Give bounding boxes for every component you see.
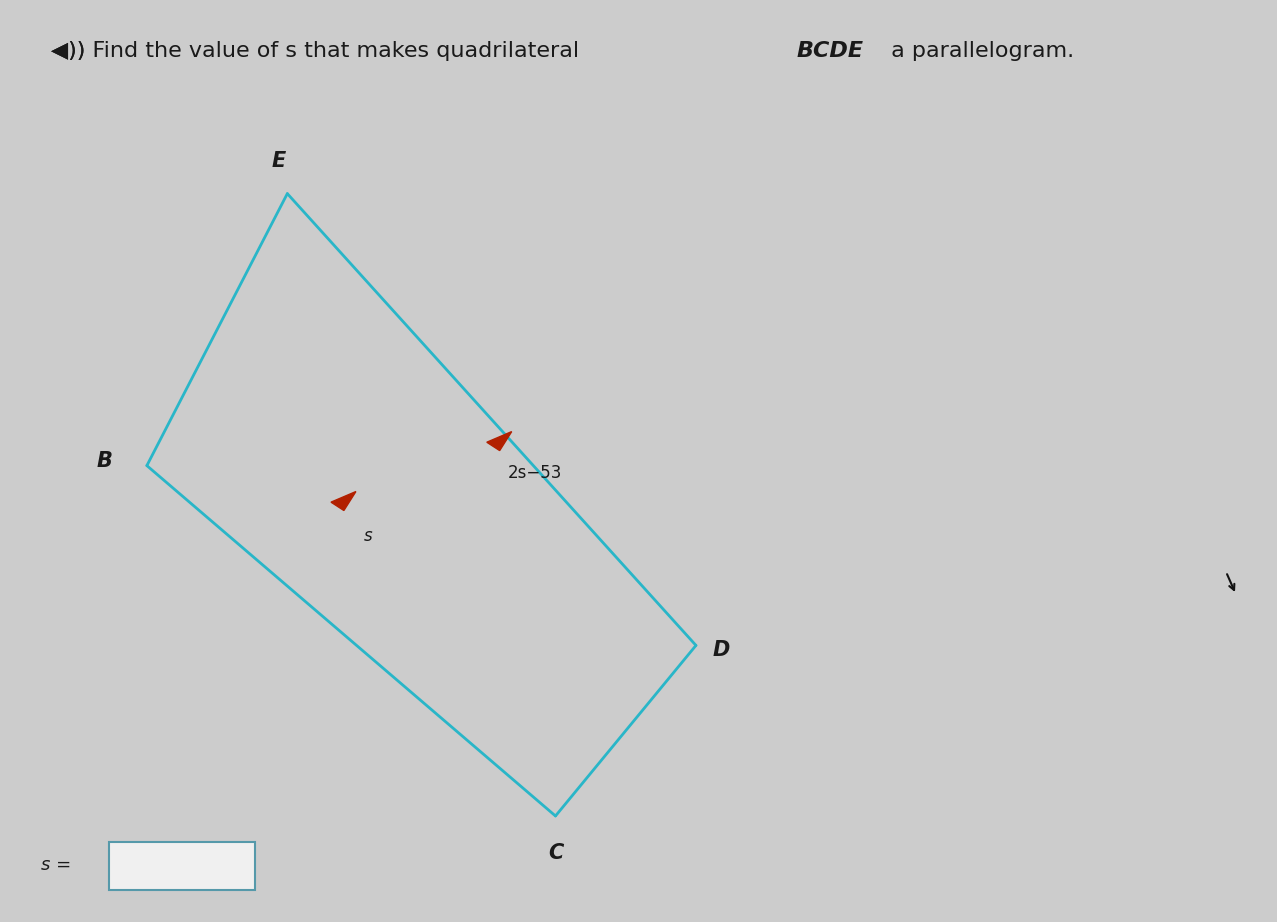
Text: a parallelogram.: a parallelogram. [884, 41, 1074, 62]
Text: C: C [548, 843, 563, 863]
Text: D: D [713, 640, 730, 660]
Text: B: B [97, 451, 112, 471]
FancyBboxPatch shape [109, 842, 255, 890]
Polygon shape [487, 431, 512, 451]
Text: s =: s = [41, 856, 72, 874]
Polygon shape [331, 491, 356, 511]
Text: ◀)): ◀)) [51, 41, 92, 62]
Text: ◀)) Find the value of s that makes quadrilateral: ◀)) Find the value of s that makes quadr… [51, 41, 586, 62]
Text: s: s [364, 527, 373, 546]
Text: E: E [271, 151, 286, 171]
Text: BCDE: BCDE [797, 41, 865, 62]
Text: 2s−53: 2s−53 [508, 464, 563, 482]
